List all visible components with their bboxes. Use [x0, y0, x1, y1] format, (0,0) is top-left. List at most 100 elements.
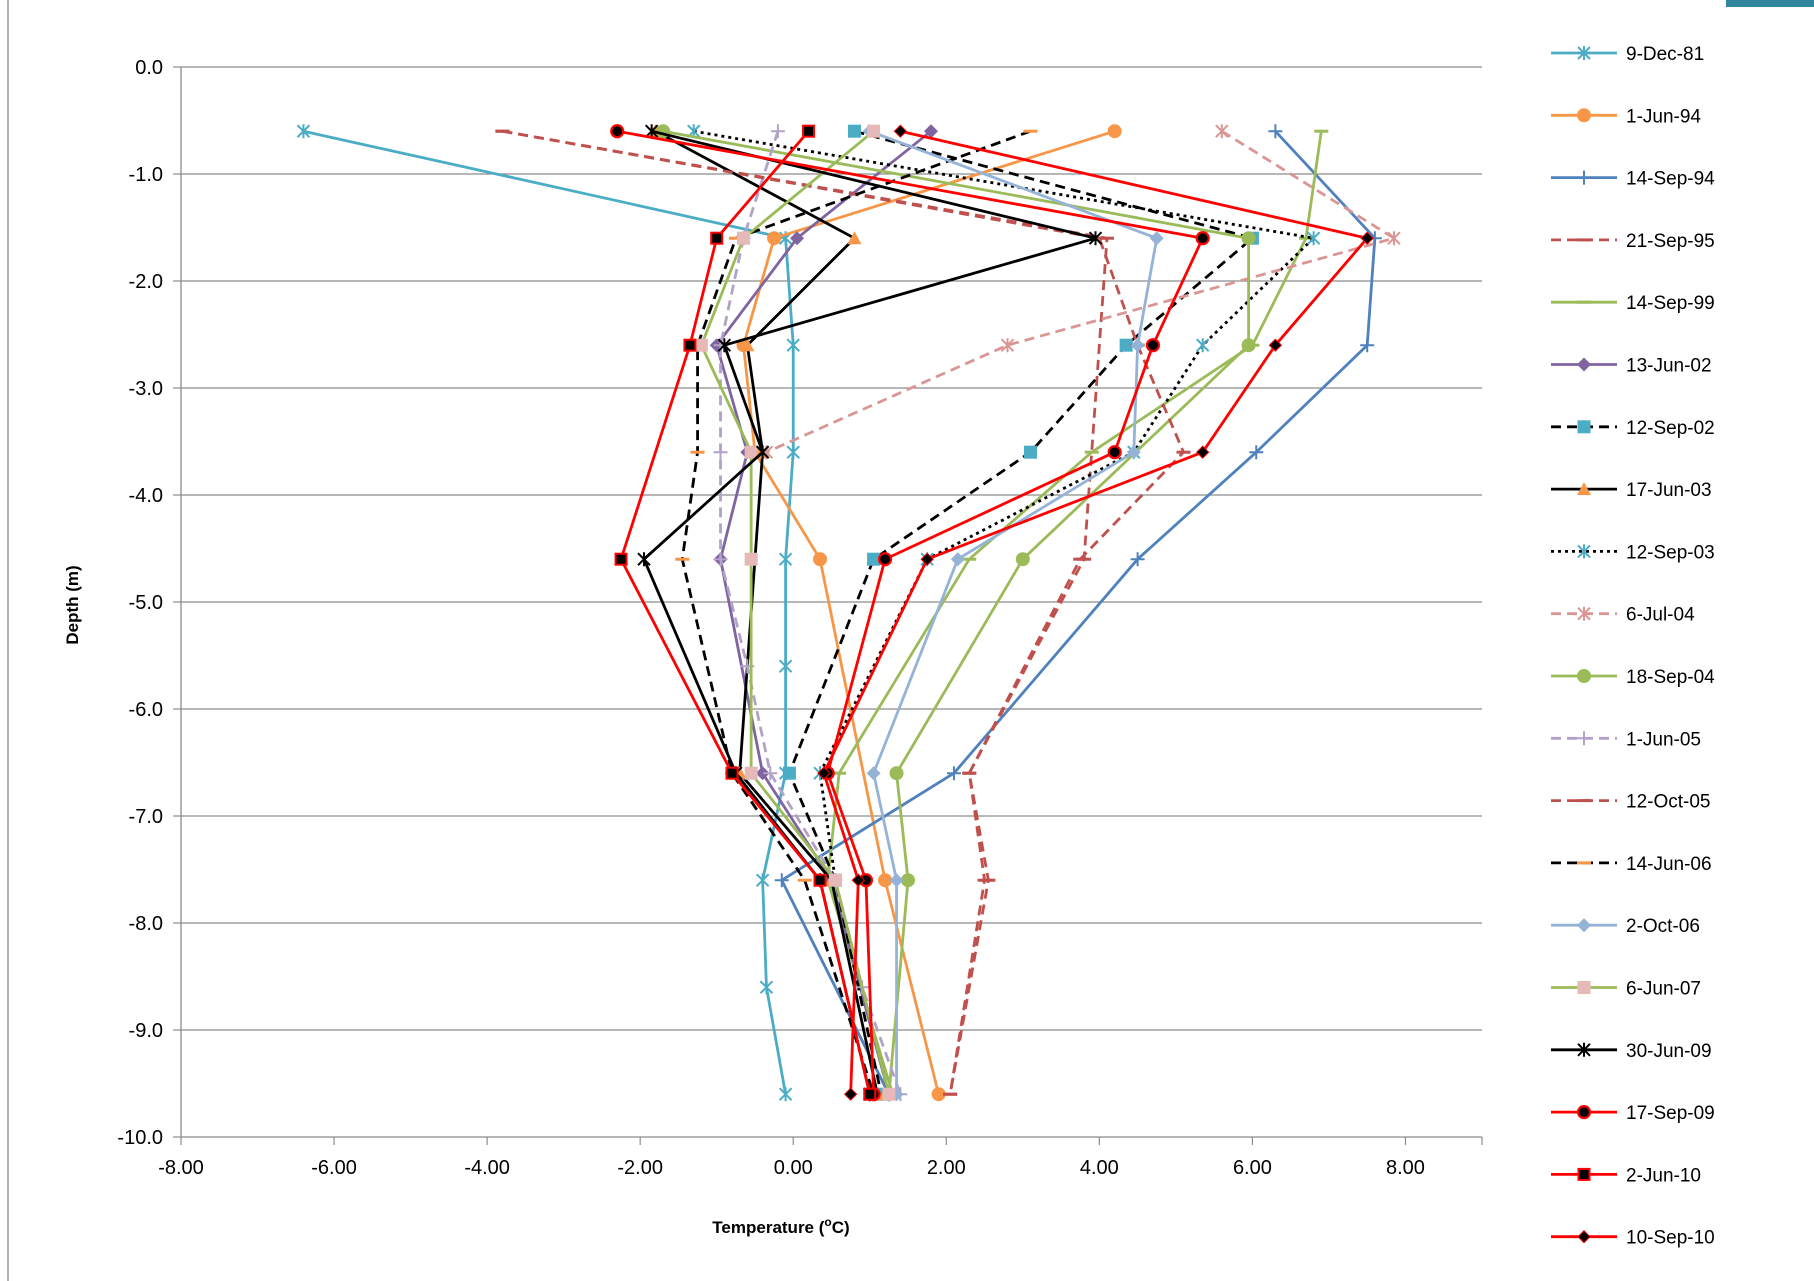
series-line-15 [700, 130, 891, 1095]
data-point-14-3 [1126, 445, 1141, 460]
legend-item-7: 17-Jun-03 [1551, 480, 1712, 501]
x-axis-title: Temperature (oC) [712, 1215, 849, 1237]
data-point-15-6 [744, 766, 758, 780]
series-line-9 [765, 130, 1396, 454]
data-point-16-1 [1088, 231, 1103, 246]
legend-item-17: 17-Sep-09 [1551, 1103, 1715, 1124]
data-point-15-1 [736, 231, 750, 245]
data-point-2-6 [946, 766, 961, 781]
legend-item-9: 6-Jul-04 [1551, 605, 1695, 626]
series-line-14 [869, 129, 1159, 1095]
legend-item-10: 18-Sep-04 [1551, 667, 1715, 688]
data-point-10-2 [1241, 338, 1256, 353]
x-tick-label-2: -4.00 [464, 1157, 510, 1179]
x-tick-label-7: 6.00 [1233, 1157, 1272, 1179]
legend-label-10: 18-Sep-04 [1626, 667, 1715, 688]
legend-marker-18 [1577, 1167, 1591, 1181]
data-point-7-2 [740, 338, 755, 352]
data-point-15-0 [867, 124, 881, 138]
y-tick-label-5: -5.0 [129, 592, 163, 614]
data-point-15-9 [882, 1087, 896, 1101]
data-point-0-9 [778, 1087, 793, 1102]
x-tick-label-6: 4.00 [1080, 1157, 1119, 1179]
data-point-11-3 [713, 445, 728, 460]
data-point-18-9 [863, 1087, 877, 1101]
data-point-18-7 [813, 873, 827, 887]
legend-item-0: 9-Dec-81 [1551, 44, 1704, 65]
data-point-2-2 [1360, 338, 1375, 353]
data-point-11-6 [763, 766, 778, 781]
legend-item-6: 12-Sep-02 [1551, 418, 1715, 439]
data-point-8-1 [1306, 231, 1321, 246]
series-line-8 [693, 129, 1316, 1095]
data-point-0-4 [778, 552, 793, 567]
data-point-15-2 [694, 338, 708, 352]
legend-item-11: 1-Jun-05 [1551, 729, 1701, 750]
legend-marker-15 [1577, 981, 1591, 994]
data-point-15-3 [744, 445, 758, 459]
data-point-17-2 [1145, 338, 1161, 353]
data-point-6-2 [1119, 338, 1133, 352]
legend-label-4: 14-Sep-99 [1626, 293, 1715, 314]
data-point-5-0 [923, 124, 938, 139]
data-point-17-4 [877, 552, 893, 567]
y-tick-label-1: -1.0 [129, 164, 163, 186]
series-lines [296, 124, 1401, 1102]
y-tick-label-7: -7.0 [129, 806, 163, 828]
series-line-2 [780, 130, 1377, 1095]
legend-label-19: 10-Sep-10 [1626, 1228, 1715, 1249]
data-point-2-0 [1268, 124, 1283, 139]
legend-marker-1 [1577, 108, 1591, 123]
legend-label-16: 30-Jun-09 [1626, 1041, 1712, 1062]
legend-label-0: 9-Dec-81 [1626, 44, 1704, 65]
data-point-10-1 [1241, 231, 1256, 246]
data-point-0-8 [759, 980, 774, 995]
legend-item-16: 30-Jun-09 [1551, 1041, 1712, 1062]
data-point-17-1 [1195, 231, 1210, 246]
legend-item-2: 14-Sep-94 [1551, 169, 1715, 190]
data-point-1-4 [813, 552, 828, 567]
data-point-19-9 [843, 1087, 858, 1101]
y-axis-title: Depth (m) [63, 565, 82, 644]
data-point-7-1 [847, 231, 862, 245]
legend-label-14: 2-Oct-06 [1626, 916, 1700, 937]
data-point-18-6 [725, 766, 739, 780]
series-line-6 [788, 129, 1254, 1095]
data-point-9-2 [1000, 338, 1015, 353]
series-line-17 [616, 129, 1205, 1095]
y-tick-label-6: -6.0 [129, 699, 163, 721]
series-line-13 [680, 129, 1031, 1095]
data-point-14-2 [1130, 338, 1145, 353]
legend-item-4: 14-Sep-99 [1551, 293, 1715, 314]
legend-item-13: 14-Jun-06 [1551, 854, 1712, 875]
data-point-19-4 [920, 552, 934, 566]
y-tick-label-3: -3.0 [129, 378, 163, 400]
data-point-9-1 [1387, 231, 1401, 246]
data-point-1-1 [767, 231, 782, 246]
series-line-12 [502, 129, 1185, 1095]
data-point-9-0 [1215, 124, 1229, 139]
data-point-8-2 [1195, 338, 1210, 353]
legend-item-14: 2-Oct-06 [1551, 916, 1700, 937]
data-point-5-1 [790, 231, 805, 246]
legend-marker-17 [1576, 1104, 1592, 1120]
series-17 [610, 124, 1210, 1102]
series-line-3 [502, 129, 1109, 1095]
data-point-11-4 [713, 552, 728, 567]
data-point-14-1 [1149, 231, 1164, 246]
legend-label-12: 12-Oct-05 [1626, 792, 1710, 813]
legend-label-1: 1-Jun-94 [1626, 106, 1701, 127]
legend-label-11: 1-Jun-05 [1626, 729, 1701, 750]
legend-marker-14 [1577, 918, 1591, 933]
x-tick-label-3: -2.00 [617, 1157, 663, 1179]
data-point-10-6 [889, 766, 904, 781]
legend-marker-5 [1577, 357, 1591, 372]
legend-marker-0 [1577, 46, 1591, 60]
data-point-18-4 [614, 552, 628, 566]
legend-label-7: 17-Jun-03 [1626, 480, 1712, 501]
legend-label-2: 14-Sep-94 [1626, 169, 1715, 190]
data-point-18-1 [710, 231, 724, 245]
data-point-19-2 [1268, 338, 1283, 352]
data-point-16-0 [644, 124, 659, 139]
